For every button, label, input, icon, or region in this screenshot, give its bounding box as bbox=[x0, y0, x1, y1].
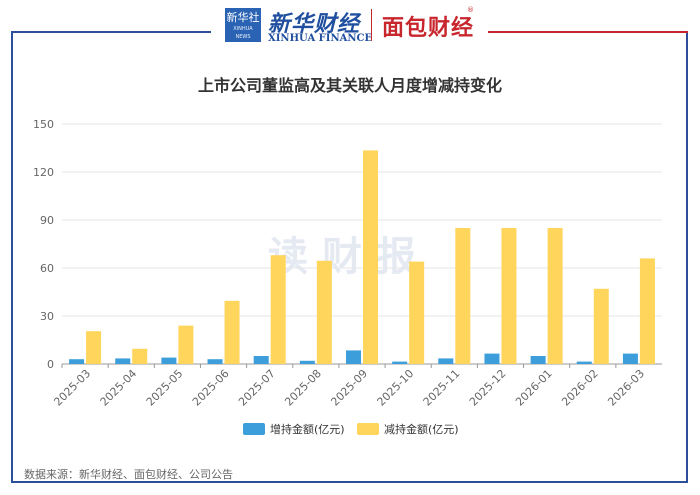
chart-frame bbox=[11, 31, 688, 483]
bar-increase bbox=[161, 357, 177, 364]
y-tick-labels: 0 30 60 90 120 150 bbox=[33, 118, 54, 371]
frame-top-right-line bbox=[488, 31, 688, 33]
bar-decrease bbox=[132, 348, 148, 364]
mianbao-finance-logo: 面包财经 bbox=[382, 16, 475, 41]
legend: 增持金额(亿元) 减持金额(亿元) bbox=[243, 422, 459, 436]
x-tick-label: 2025-08 bbox=[282, 367, 324, 409]
bar-increase bbox=[438, 358, 454, 364]
frame-top-left-line bbox=[11, 31, 211, 33]
x-tick-label: 2025-10 bbox=[375, 367, 417, 409]
bar-increase bbox=[207, 359, 223, 364]
bar-increase bbox=[69, 359, 85, 364]
x-tick-label: 2025-07 bbox=[236, 367, 278, 409]
bar-increase bbox=[253, 356, 269, 364]
registered-mark: ® bbox=[467, 6, 474, 14]
data-source: 数据来源：新华财经、面包财经、公司公告 bbox=[24, 468, 233, 481]
xinhua-finance-logo-en: XINHUA FINANCE bbox=[268, 33, 373, 44]
chart-title: 上市公司董监高及其关联人月度增减持变化 bbox=[197, 76, 502, 95]
bars bbox=[69, 150, 655, 364]
xinhua-news-logo: 新华社 XINHUA NEWS bbox=[225, 8, 261, 42]
badge-cn: 新华社 bbox=[226, 11, 260, 24]
badge-en: XINHUA NEWS bbox=[233, 26, 253, 40]
bar-increase bbox=[622, 353, 638, 364]
bar-increase bbox=[530, 356, 546, 364]
x-tick-label: 2025-11 bbox=[421, 367, 463, 409]
x-tick-labels: 2025-03 2025-04 2025-05 2025-06 2025-07 2025-… bbox=[52, 364, 647, 409]
y-tick-label: 30 bbox=[40, 310, 54, 323]
y-tick-label: 0 bbox=[47, 358, 54, 371]
bar-decrease bbox=[316, 260, 332, 364]
bar-decrease bbox=[224, 300, 240, 364]
bar-increase bbox=[115, 358, 131, 364]
watermark: 读财报 bbox=[268, 234, 430, 280]
y-tick-label: 60 bbox=[40, 262, 54, 275]
x-tick-label: 2025-06 bbox=[190, 367, 232, 409]
bar-decrease bbox=[593, 288, 609, 364]
bar-increase bbox=[346, 350, 361, 364]
bar-decrease bbox=[501, 228, 517, 364]
x-tick-label: 2026-01 bbox=[513, 367, 555, 409]
legend-label-decrease: 减持金额(亿元) bbox=[384, 422, 459, 436]
legend-swatch-increase bbox=[243, 423, 265, 435]
x-tick-label: 2025-09 bbox=[328, 367, 370, 409]
y-tick-label: 120 bbox=[33, 166, 54, 179]
x-tick-label: 2025-03 bbox=[52, 367, 94, 409]
bar-decrease bbox=[363, 150, 378, 364]
bar-increase bbox=[484, 353, 500, 364]
xinhua-finance-logo-cn: 新华财经 bbox=[268, 11, 361, 37]
grid-lines bbox=[62, 123, 662, 365]
y-tick-label: 150 bbox=[33, 118, 54, 131]
logo-divider bbox=[371, 9, 372, 41]
bar-decrease bbox=[639, 258, 655, 364]
bar-decrease bbox=[86, 331, 102, 364]
bar-increase bbox=[576, 361, 592, 364]
bar-decrease bbox=[455, 228, 471, 364]
bar-increase bbox=[392, 361, 408, 364]
bar-decrease bbox=[409, 261, 425, 364]
x-tick-label: 2026-02 bbox=[559, 367, 601, 409]
bar-decrease bbox=[178, 325, 194, 364]
legend-swatch-decrease bbox=[357, 423, 379, 435]
bar-decrease bbox=[270, 255, 286, 364]
x-tick-label: 2025-05 bbox=[144, 367, 186, 409]
x-tick-label: 2025-04 bbox=[98, 367, 140, 409]
y-tick-label: 90 bbox=[40, 214, 54, 227]
x-tick-label: 2026-03 bbox=[605, 367, 647, 409]
legend-label-increase: 增持金额(亿元) bbox=[270, 422, 345, 436]
bar-decrease bbox=[547, 228, 563, 364]
bar-increase bbox=[299, 360, 315, 364]
x-tick-label: 2025-12 bbox=[467, 367, 509, 409]
